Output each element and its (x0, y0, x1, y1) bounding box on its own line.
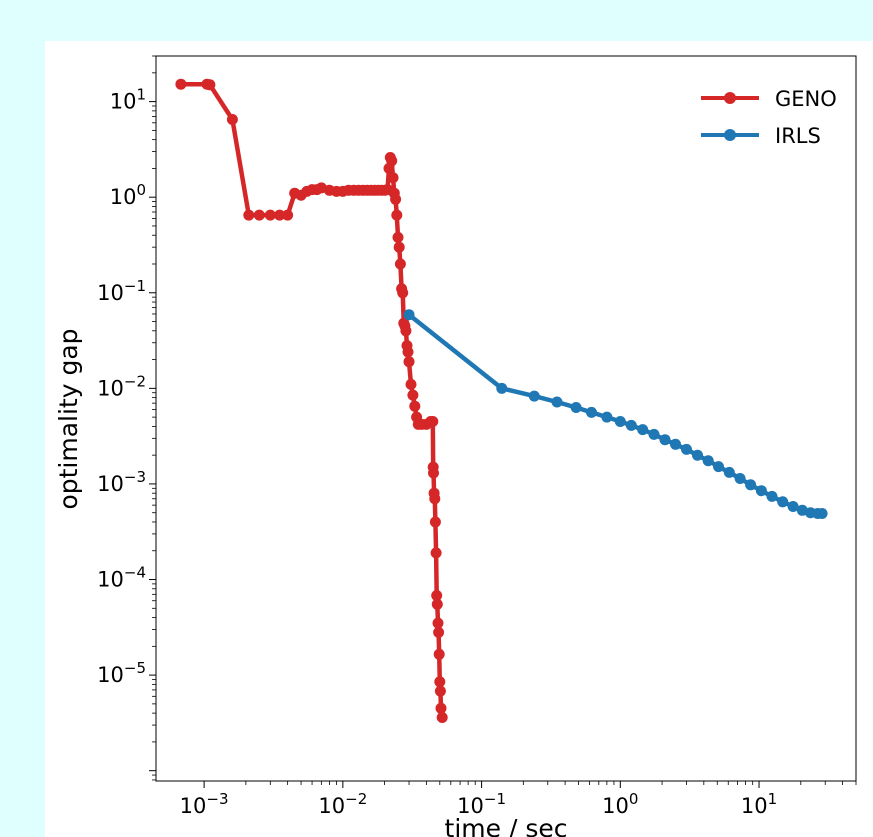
data-point-geno (387, 172, 399, 184)
data-point-geno (407, 389, 419, 401)
data-point-geno (402, 346, 414, 358)
legend-marker-geno (724, 92, 736, 104)
data-point-irls (637, 424, 649, 436)
x-tick-label: 101 (741, 790, 777, 818)
figure: 10−3 10−2 10−1 100 101 101 100 10−1 10−2 10−3 10−… (45, 41, 873, 837)
data-point-geno (397, 287, 409, 299)
y-tick-label: 10−3 (97, 468, 146, 496)
data-point-geno (393, 241, 405, 253)
series-line-geno (178, 81, 445, 720)
legend: GENO IRLS (701, 87, 837, 148)
data-point-geno (436, 712, 448, 723)
data-point-irls (601, 411, 613, 423)
data-point-irls (777, 496, 789, 508)
data-point-irls (648, 428, 660, 440)
data-point-irls (659, 434, 671, 446)
data-point-irls (723, 466, 735, 478)
data-point-irls (816, 508, 828, 519)
data-point-irls (551, 396, 563, 408)
data-point-irls (403, 309, 415, 321)
data-point-geno (431, 590, 443, 601)
data-point-geno (405, 378, 417, 390)
y-tick-label: 10−5 (97, 659, 146, 687)
data-point-geno (409, 400, 421, 412)
data-point-geno (390, 193, 402, 205)
data-point-geno (175, 78, 187, 90)
data-point-irls (528, 390, 540, 402)
data-point-geno (435, 702, 447, 714)
y-tick-label: 10−4 (97, 564, 146, 592)
legend-marker-irls (724, 129, 736, 141)
data-point-geno (430, 547, 442, 559)
data-point-geno (226, 114, 238, 125)
data-point-geno (432, 617, 444, 629)
data-point-geno (431, 598, 443, 610)
data-point-irls (570, 402, 582, 413)
data-point-geno (434, 676, 446, 688)
data-point-irls (586, 406, 597, 418)
data-point-irls (734, 473, 746, 484)
data-point-irls (713, 461, 724, 473)
data-point-geno (243, 209, 255, 221)
data-point-geno (433, 626, 445, 638)
data-point-geno (392, 231, 404, 243)
data-point-geno (427, 416, 439, 427)
data-point-geno (403, 356, 415, 368)
y-tick-label: 100 (110, 181, 146, 209)
y-tick-label: 10−1 (97, 277, 146, 305)
x-tick-label: 100 (602, 790, 638, 818)
data-point-geno (253, 209, 265, 221)
data-point-irls (625, 419, 637, 431)
data-point-irls (745, 479, 757, 491)
data-point-irls (766, 490, 778, 502)
data-point-geno (264, 209, 276, 221)
chart: 10−3 10−2 10−1 100 101 101 100 10−1 10−2 10−3 10−… (54, 55, 857, 837)
x-tick-label: 10−1 (457, 790, 506, 818)
data-point-irls (496, 382, 508, 394)
data-point-irls (702, 455, 714, 467)
x-tick-label: 10−3 (180, 790, 229, 818)
y-tick-label: 101 (110, 86, 146, 114)
legend-label-irls: IRLS (775, 124, 821, 148)
data-point-geno (429, 493, 441, 505)
data-point-geno (204, 79, 216, 91)
data-point-geno (400, 325, 412, 337)
data-point-irls (692, 449, 703, 461)
data-point-geno (394, 258, 406, 270)
data-point-irls (755, 485, 767, 497)
data-point-irls (787, 501, 799, 512)
y-axis-label: optimality gap (54, 328, 83, 509)
data-point-irls (681, 443, 692, 455)
y-tick-label: 10−2 (97, 372, 146, 400)
x-axis-label: time / sec (445, 814, 568, 837)
legend-label-geno: GENO (775, 87, 837, 111)
series-line-irls (406, 312, 825, 516)
data-point-geno (391, 209, 403, 221)
data-point-geno (282, 209, 294, 221)
data-point-irls (670, 438, 681, 450)
data-point-geno (429, 516, 441, 528)
data-point-geno (386, 155, 398, 167)
plot-frame (155, 55, 857, 782)
data-point-geno (434, 685, 446, 697)
x-tick-label: 10−2 (318, 790, 367, 818)
data-point-geno (428, 467, 439, 479)
data-point-irls (614, 416, 626, 427)
data-point-geno (274, 209, 286, 221)
data-point-geno (433, 648, 445, 660)
